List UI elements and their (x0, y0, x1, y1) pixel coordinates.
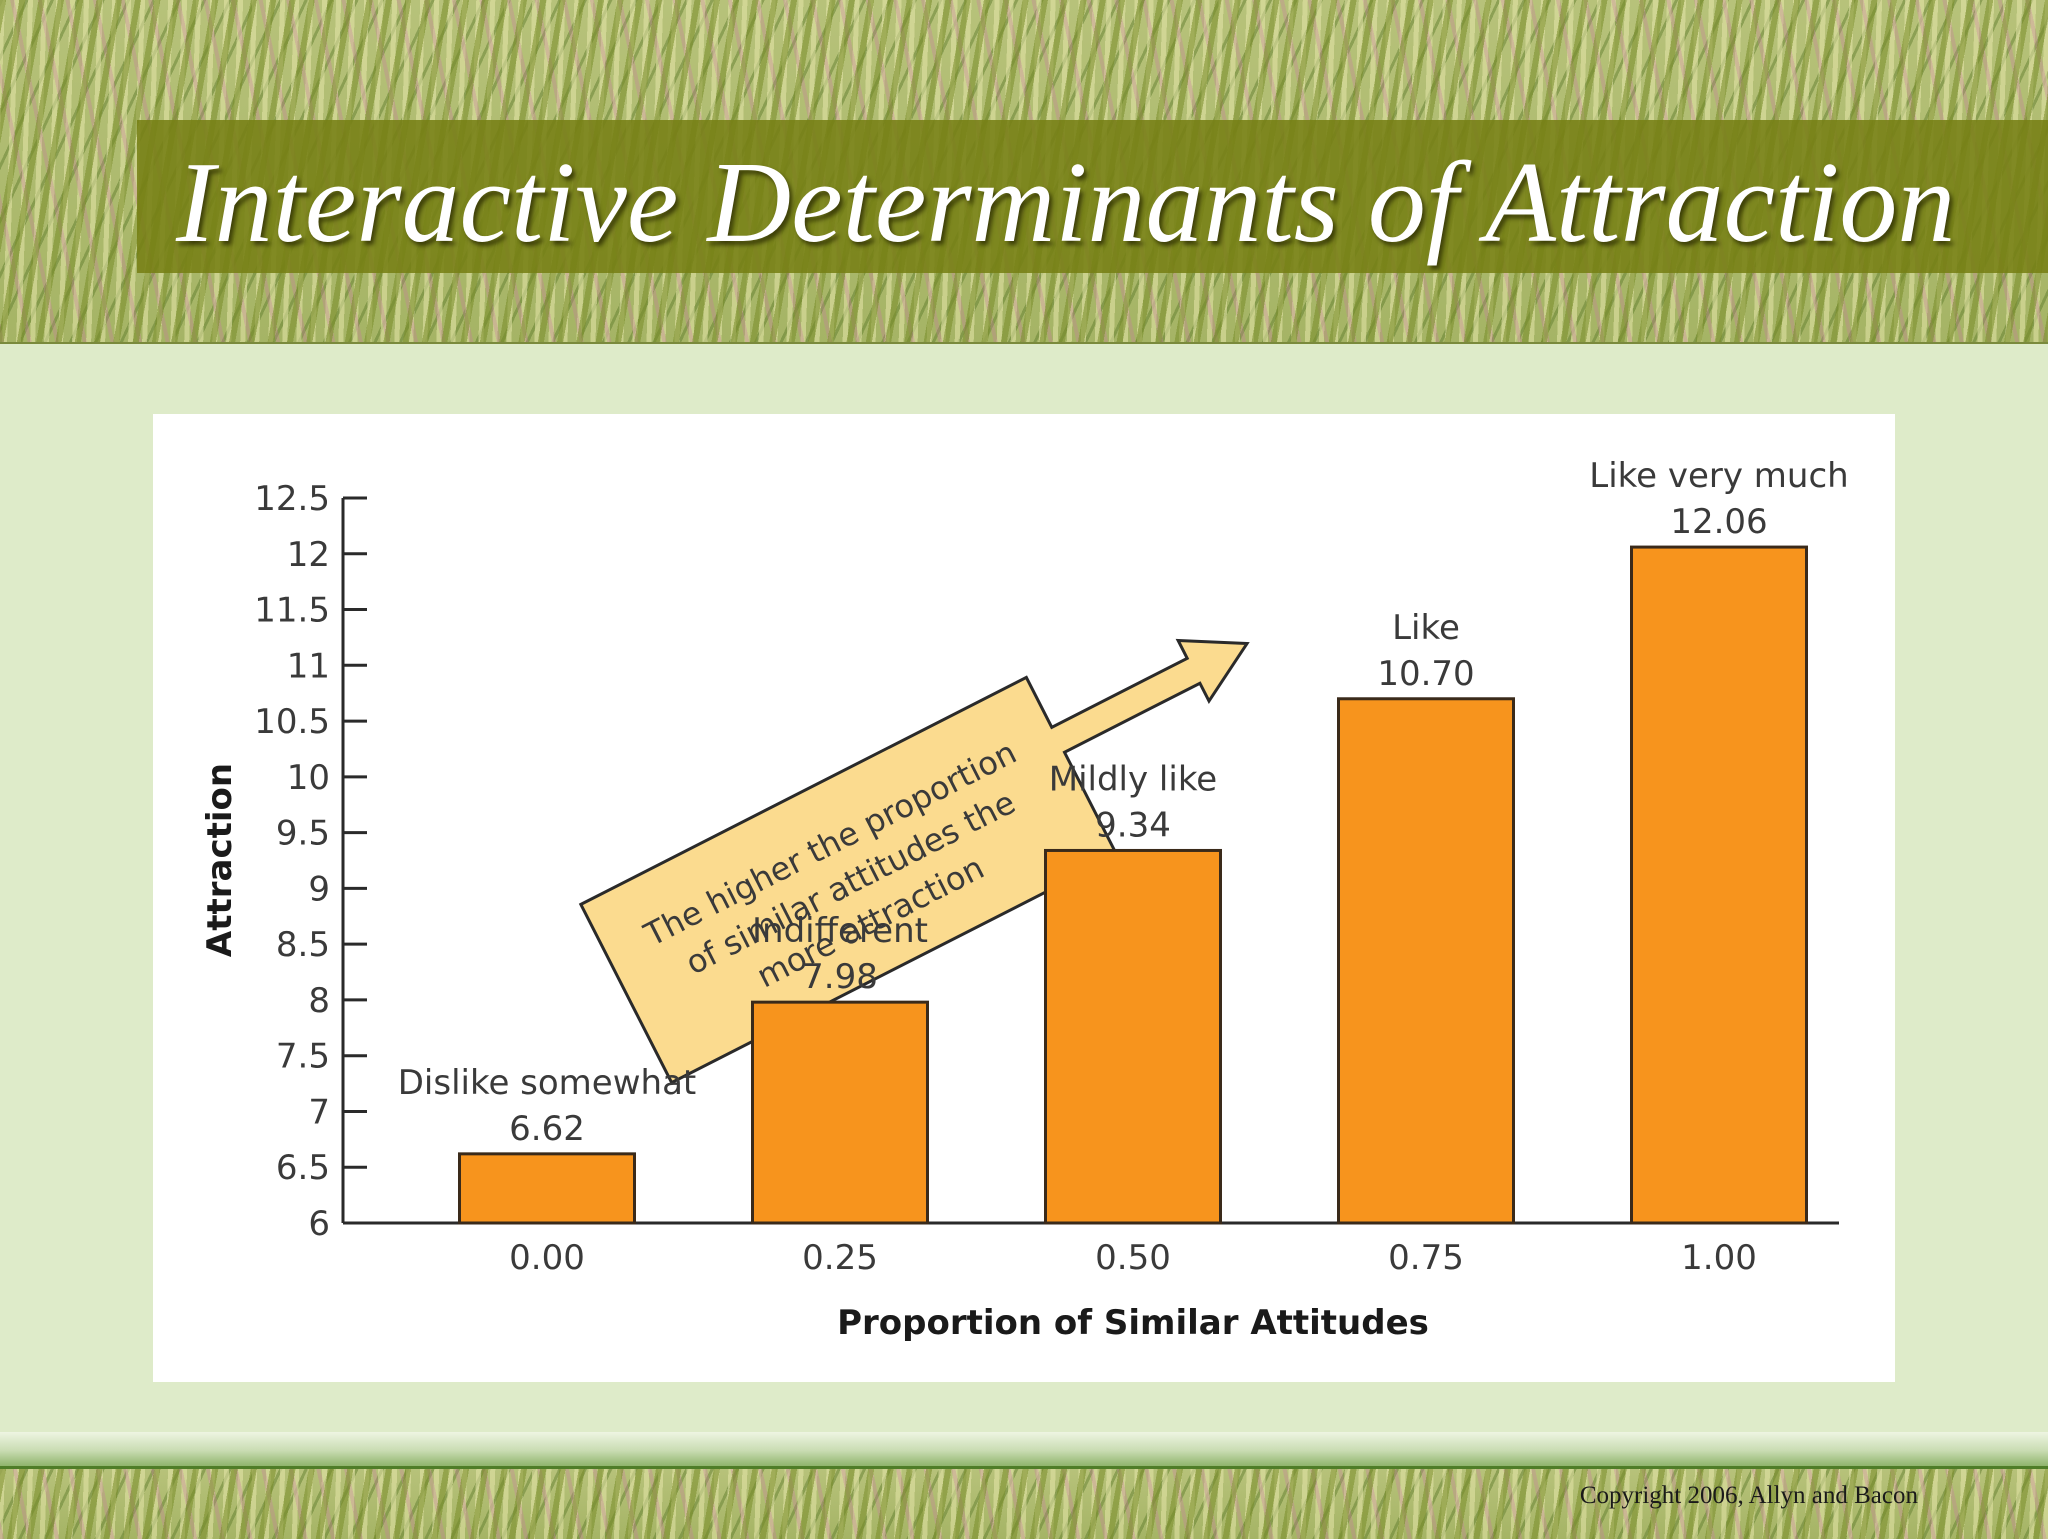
y-tick-label: 12.5 (254, 479, 330, 519)
chart-panel: The higher the proportion of similar atti… (153, 414, 1895, 1382)
y-tick-label: 10.5 (254, 702, 330, 742)
y-tick-label: 9.5 (276, 814, 330, 854)
y-tick-label: 6.5 (276, 1148, 330, 1188)
bar-annotation-label: Dislike somewhat (398, 1063, 697, 1103)
bars (458, 545, 1808, 1225)
bar-value-label: 6.62 (509, 1109, 585, 1149)
x-tick-label: 0.75 (1388, 1238, 1464, 1278)
bar (751, 1000, 929, 1225)
title-banner (137, 120, 2048, 273)
x-tick-label: 0.25 (802, 1238, 878, 1278)
bar (1044, 848, 1222, 1225)
bar-value-label: 12.06 (1670, 502, 1767, 542)
y-tick-label: 8 (308, 981, 330, 1021)
x-tick-label: 1.00 (1681, 1238, 1757, 1278)
bar (1630, 545, 1808, 1225)
y-tick-label: 12 (287, 535, 330, 575)
y-tick-label: 6 (308, 1204, 330, 1244)
slide-title: Interactive Determinants of Attraction (176, 139, 1956, 267)
y-tick-label: 7 (308, 1092, 330, 1132)
y-tick-label: 7.5 (276, 1037, 330, 1077)
y-axis-title: Attraction (200, 763, 240, 957)
x-tick-label: 0.50 (1095, 1238, 1171, 1278)
copyright-notice: Copyright 2006, Allyn and Bacon (1579, 1482, 1918, 1509)
y-tick-label: 11 (287, 646, 330, 686)
y-tick-label: 11.5 (254, 591, 330, 631)
bar-value-label: 9.34 (1095, 805, 1171, 845)
bar-value-label: 7.98 (802, 957, 878, 997)
y-tick-label: 10 (287, 758, 330, 798)
bar-annotation-label: Like (1392, 608, 1460, 648)
footer-grass-background (0, 1466, 2048, 1539)
footer-band (0, 1432, 2048, 1466)
bar (1337, 697, 1515, 1225)
x-axis-title: Proportion of Similar Attitudes (837, 1303, 1429, 1343)
x-tick-label: 0.00 (509, 1238, 585, 1278)
y-tick-label: 8.5 (276, 925, 330, 965)
bar-annotation-label: Like very much (1589, 456, 1848, 496)
bar-labels: 6.62 Dislike somewhat 0.00 7.98 Indifferent 0… (398, 456, 1849, 1278)
bar-annotation-label: Indifferent (752, 911, 928, 951)
callout-arrow-shape (578, 638, 1250, 1085)
bar-annotation-label: Mildly like (1049, 759, 1217, 799)
y-tick-label: 9 (308, 869, 330, 909)
y-ticks: 12.5 12 11.5 11 10.5 10 9.5 9 8.5 8 7.5 7 6.5 6 (254, 479, 367, 1244)
bar (458, 1152, 636, 1225)
bar-value-label: 10.70 (1377, 654, 1474, 694)
